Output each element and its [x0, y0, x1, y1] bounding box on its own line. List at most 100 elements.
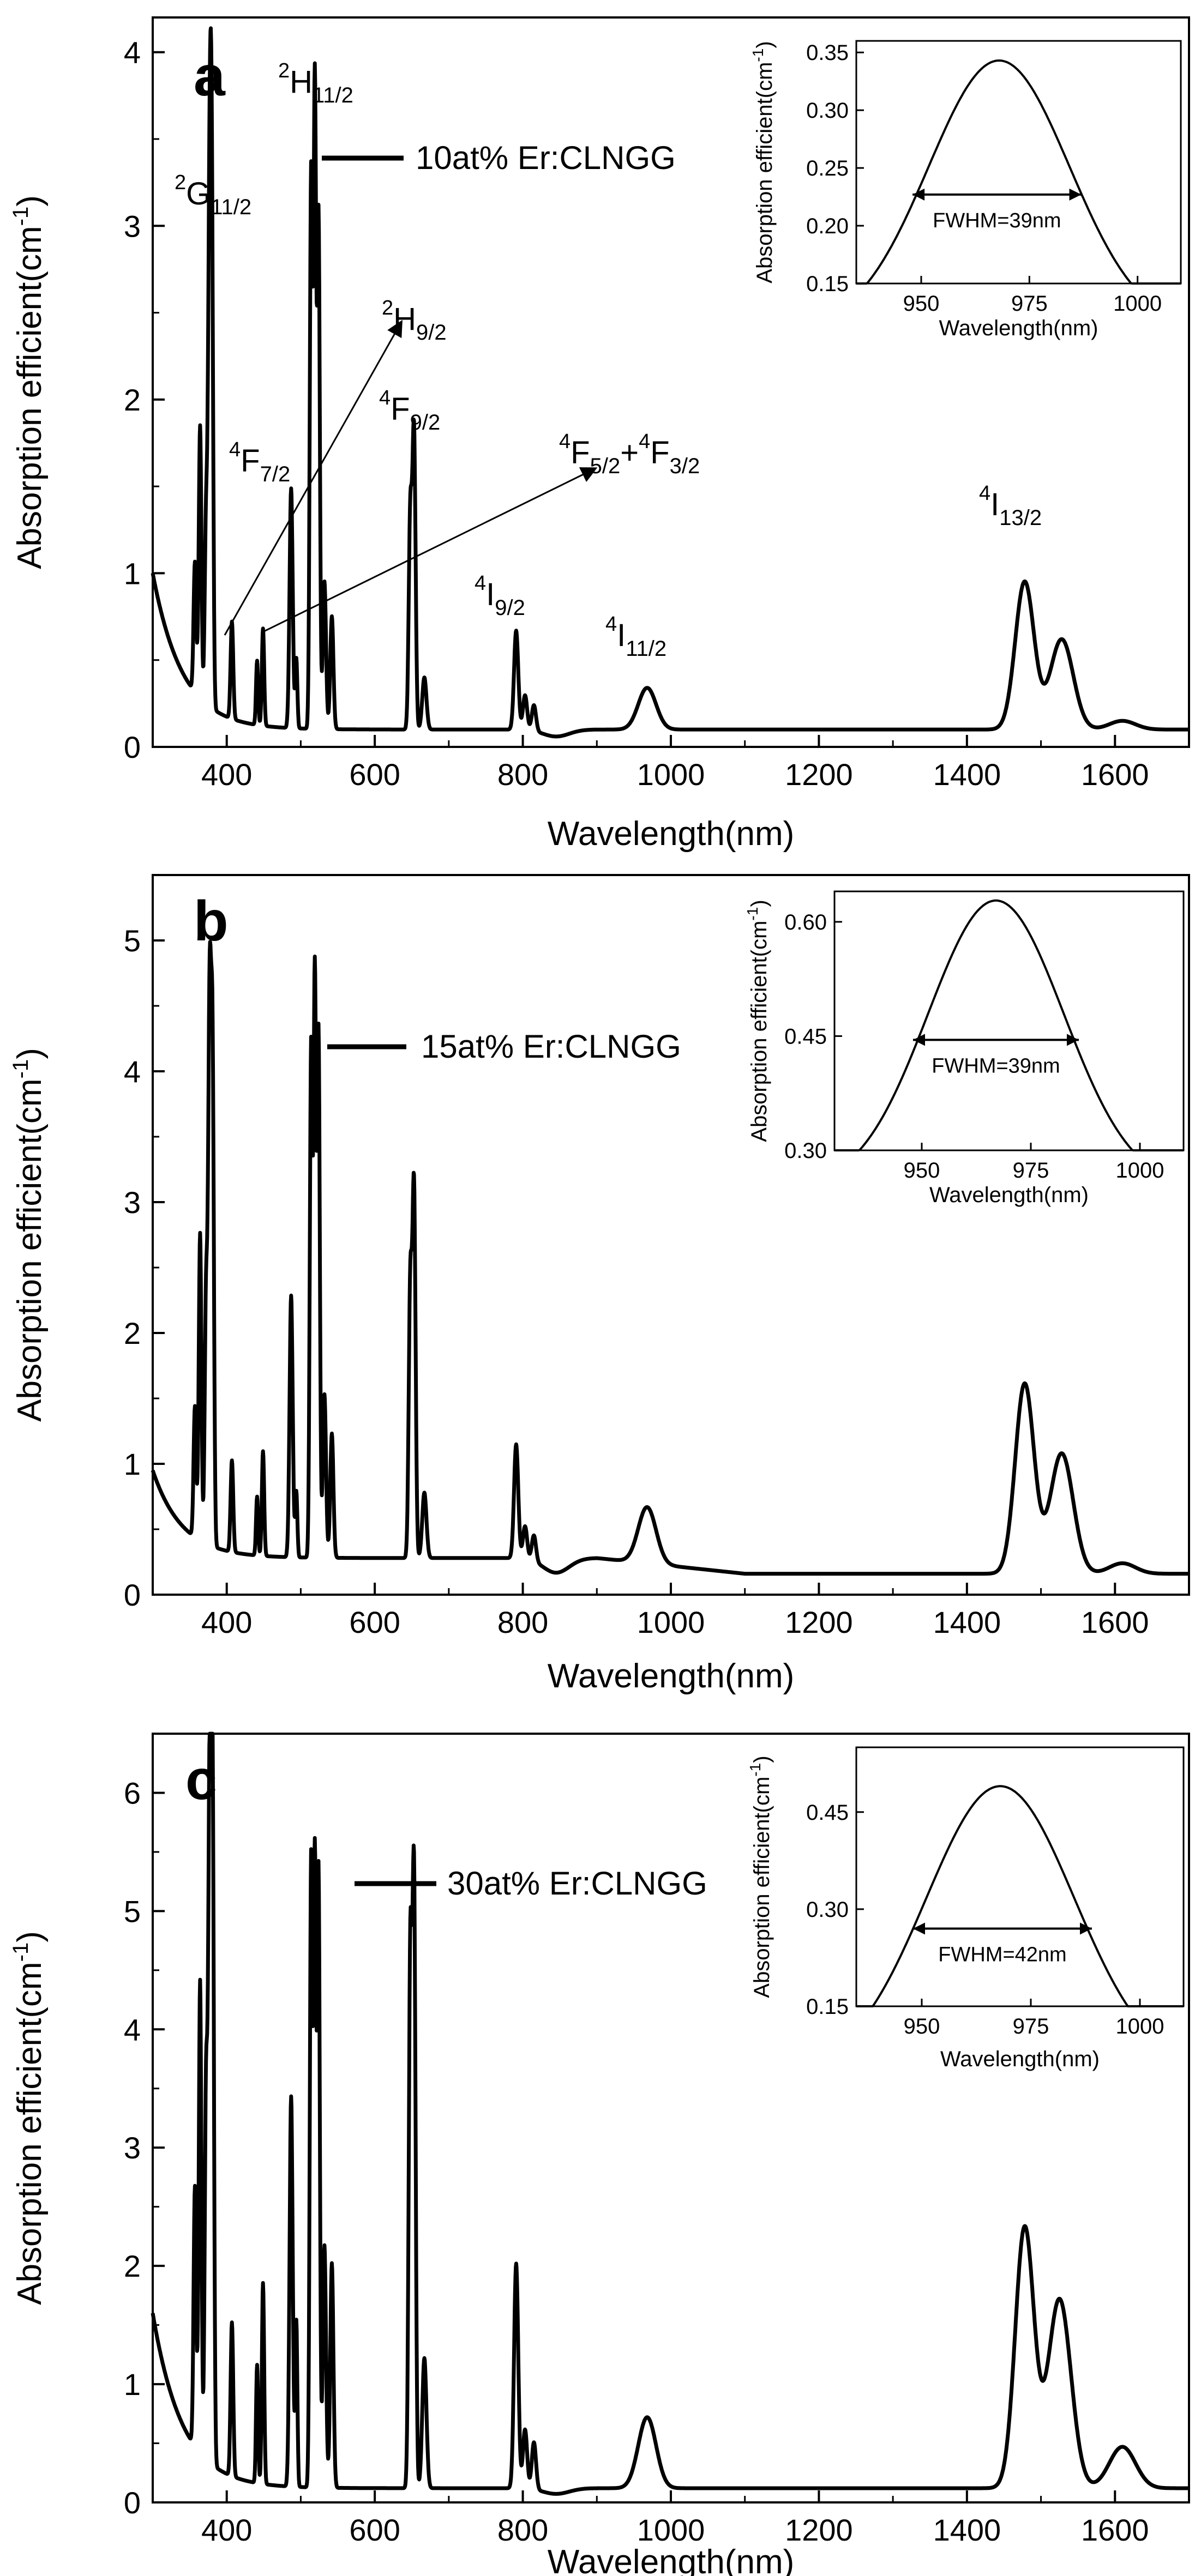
x-tick-label: 1000 [637, 757, 705, 792]
inset-x-tick-label: 1000 [1116, 2014, 1164, 2038]
y-tick-label: 2 [124, 1316, 141, 1350]
x-tick-label: 600 [349, 2513, 400, 2547]
x-tick-label: 1400 [933, 2513, 1001, 2547]
y-axis-title: Absorption efficient(cm-1) [9, 1931, 49, 2305]
y-axis-title: Absorption efficient(cm-1) [9, 1048, 49, 1422]
label-4i-11-2: 4I11/2 [605, 613, 666, 661]
fwhm-label: FWHM=39nm [932, 1054, 1060, 1077]
main-plot: 400 600 800 1000 1200 1400 1600 0 1 2 3 4 Wavelength… [9, 16, 1191, 853]
inset-y-tick-label: 0.15 [806, 272, 849, 296]
inset-y-tick-label: 0.30 [806, 1898, 849, 1922]
arrow-to-4f-5-2 [261, 467, 598, 634]
panel-b: 400 600 800 1000 1200 1400 1600 0 1 2 3 4 5 Wavelengt… [9, 874, 1191, 1695]
label-2h-11-2: 2H11/2 [278, 59, 353, 107]
y-tick-label: 4 [124, 2012, 141, 2047]
y-tick-label: 6 [124, 1776, 141, 1810]
fwhm-arrowhead-right [1080, 1922, 1092, 1935]
x-axis-title: Wavelength(nm) [548, 815, 795, 853]
label-4i-9-2: 4I9/2 [475, 572, 525, 620]
legend: 15at% Er:CLNGG [327, 1028, 681, 1065]
y-tick-label: 4 [124, 35, 141, 70]
label-4f-5-2-4f-3-2: 4F5/2+4F3/2 [559, 430, 700, 478]
inset-y-tick-label: 0.35 [806, 41, 849, 65]
fwhm-arrowhead-left [912, 188, 925, 201]
inset-frame [833, 890, 1185, 1151]
inset-y-tick-label: 0.45 [806, 1801, 849, 1825]
y-tick-label: 3 [124, 2131, 141, 2165]
y-tick-label: 1 [124, 2367, 141, 2402]
x-axis-title: Wavelength(nm) [548, 1657, 795, 1695]
fwhm-arrowhead-right [1069, 188, 1082, 201]
main-plot: 400 600 800 1000 1200 1400 1600 0 1 2 3 4 5 Wavelengt… [9, 874, 1191, 1695]
y-tick-label: 0 [124, 1578, 141, 1612]
inset-frame [855, 1746, 1185, 2007]
panel-letter: a [194, 45, 226, 108]
label-4f-9-2: 4F9/2 [379, 387, 440, 435]
inset: 950 975 1000 0.15 0.20 0.25 0.30 0.35 Wavelength… [749, 40, 1182, 340]
inset-x-tick-label: 1000 [1116, 1159, 1164, 1183]
y-tick-label: 5 [124, 1894, 141, 1928]
x-tick-label: 1600 [1081, 1605, 1149, 1639]
spectrum-line [151, 940, 1191, 1576]
inset-x-tick-label: 950 [903, 292, 940, 316]
y-tick-label: 2 [124, 383, 141, 417]
fwhm-arrowhead-left [913, 1034, 925, 1046]
inset-x-tick-label: 1000 [1113, 292, 1162, 316]
main-plot: 400 600 800 1000 1200 1400 1600 0 1 2 3 4 5 6 Waveleng… [9, 1732, 1191, 2576]
inset-x-axis-title: Wavelength(nm) [939, 316, 1098, 340]
y-axis-title: Absorption efficient(cm-1) [9, 195, 49, 569]
y-tick-label: 3 [124, 1185, 141, 1220]
label-2g-11-2: 2G11/2 [175, 171, 251, 219]
inset: 950 975 1000 0.30 0.45 0.60 Wavelength(nm) Abso… [744, 890, 1185, 1207]
fwhm-arrowhead-left [913, 1922, 925, 1935]
x-tick-label: 1200 [785, 757, 853, 792]
legend-label: 10at% Er:CLNGG [416, 140, 676, 176]
y-tick-label: 4 [124, 1054, 141, 1089]
inset-y-axis-title: Absorption efficient(cm-1) [747, 1755, 774, 1998]
label-4i-13-2: 4I13/2 [979, 482, 1042, 530]
x-tick-label: 400 [201, 1605, 252, 1639]
x-tick-label: 800 [497, 757, 548, 792]
label-4f-7-2: 4F7/2 [229, 438, 290, 486]
annotation-arrows [224, 319, 598, 636]
inset-y-tick-label: 0.25 [806, 156, 849, 180]
inset-x-tick-label: 975 [1013, 2014, 1049, 2038]
inset-y-tick-label: 0.30 [784, 1139, 827, 1163]
y-tick-label: 5 [124, 924, 141, 958]
fwhm-label: FWHM=39nm [933, 209, 1061, 232]
x-tick-label: 1200 [785, 2513, 853, 2547]
x-tick-label: 800 [497, 2513, 548, 2547]
inset-peak-line [856, 59, 1181, 285]
y-tick-label: 3 [124, 209, 141, 243]
fwhm-label: FWHM=42nm [938, 1944, 1066, 1966]
fwhm-arrowhead-right [1067, 1034, 1079, 1046]
legend-label: 15at% Er:CLNGG [421, 1028, 681, 1065]
y-tick-label: 2 [124, 2249, 141, 2283]
spectrum-line [151, 26, 1191, 739]
inset: 950 975 1000 0.15 0.30 0.45 Wavelength(nm) Abso… [747, 1746, 1185, 2071]
legend: 30at% Er:CLNGG [355, 1865, 707, 1902]
x-tick-label: 400 [201, 2513, 252, 2547]
inset-y-tick-label: 0.15 [806, 1995, 849, 2019]
x-tick-label: 400 [201, 757, 252, 792]
y-tick-label: 1 [124, 556, 141, 590]
inset-x-axis-title: Wavelength(nm) [940, 2047, 1100, 2071]
inset-x-axis-title: Wavelength(nm) [929, 1183, 1089, 1207]
spectrum-line [151, 1732, 1191, 2496]
x-tick-label: 1400 [933, 757, 1001, 792]
inset-x-tick-label: 950 [904, 2014, 940, 2038]
inset-x-tick-label: 950 [904, 1159, 940, 1183]
x-tick-label: 800 [497, 1605, 548, 1639]
panel-c: 400 600 800 1000 1200 1400 1600 0 1 2 3 4 5 6 Waveleng… [9, 1732, 1191, 2576]
inset-y-tick-label: 0.60 [784, 910, 827, 934]
panel-a: 400 600 800 1000 1200 1400 1600 0 1 2 3 4 Wavelength… [9, 16, 1191, 853]
y-tick-label: 1 [124, 1447, 141, 1481]
x-tick-label: 1200 [785, 1605, 853, 1639]
panel-letter: c [185, 1748, 217, 1812]
legend: 10at% Er:CLNGG [322, 140, 676, 176]
inset-x-tick-label: 975 [1013, 1159, 1049, 1183]
inset-x-tick-label: 975 [1011, 292, 1048, 316]
inset-peak-line [856, 1785, 1184, 2007]
inset-y-tick-label: 0.20 [806, 214, 849, 238]
